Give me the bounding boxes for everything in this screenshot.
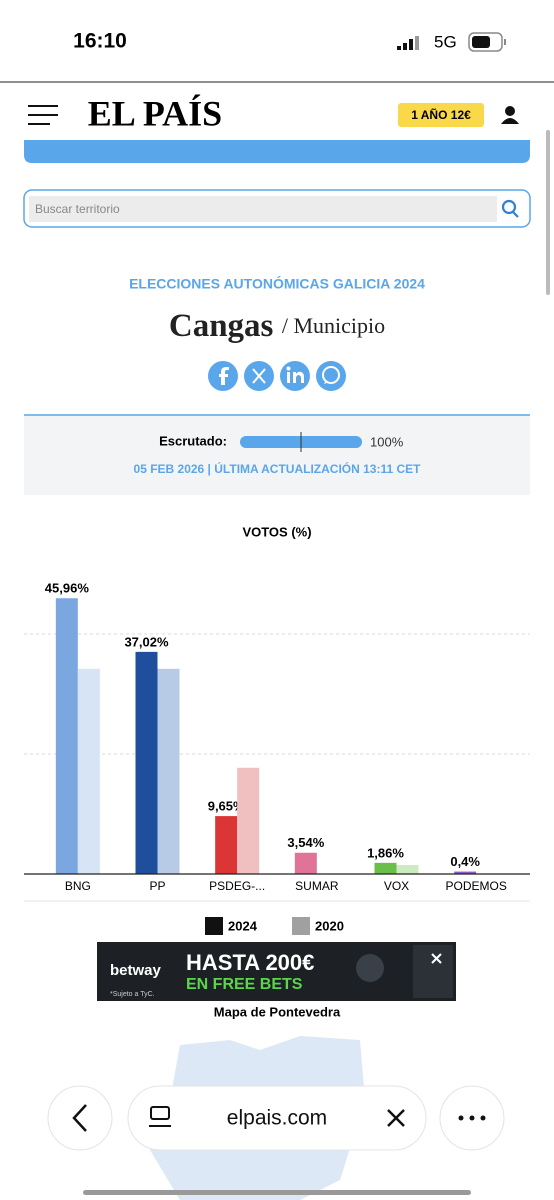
- election-kicker: ELECCIONES AUTONÓMICAS GALICIA 2024: [129, 275, 425, 292]
- election-heading: Cangas / Municipio: [169, 308, 385, 344]
- legend-label: 2024: [228, 918, 258, 933]
- map-title: Mapa de Pontevedra: [214, 1004, 341, 1019]
- ad-subline: EN FREE BETS: [186, 976, 303, 993]
- url[interactable]: elpais.com: [227, 1107, 327, 1130]
- menu-button[interactable]: [28, 105, 58, 125]
- x-tick-label: PP: [149, 879, 165, 893]
- ad-banner[interactable]: [97, 942, 456, 1001]
- x-tick-label: SUMAR: [295, 879, 339, 893]
- ad-illustration: [413, 945, 453, 998]
- bar: [294, 852, 317, 874]
- bar: [77, 668, 100, 874]
- data-label: 3,54%: [287, 835, 324, 850]
- x-tick-label: VOX: [384, 879, 409, 893]
- search-icon[interactable]: [501, 199, 519, 218]
- search-placeholder: Buscar territorio: [35, 202, 120, 216]
- legend: 2024 2020: [205, 917, 344, 935]
- x-tick-label: BNG: [65, 879, 91, 893]
- legend-swatch: [205, 917, 223, 935]
- level: / Municipio: [282, 313, 385, 338]
- x-tick-label: PODEMOS: [445, 879, 506, 893]
- network: 5G: [434, 32, 457, 51]
- share-buttons: [208, 361, 346, 391]
- ad-headline: HASTA 200€: [186, 950, 314, 975]
- signal-icon: [397, 36, 419, 50]
- bar: [215, 816, 238, 874]
- reader-icon[interactable]: [149, 1106, 171, 1127]
- account-icon[interactable]: [501, 106, 519, 124]
- browser-toolbar: elpais.com: [47, 1085, 505, 1151]
- scrutiny-label: Escrutado:: [159, 433, 227, 448]
- back-icon: [72, 1104, 87, 1132]
- clock: 16:10: [73, 30, 127, 53]
- close-tab[interactable]: [387, 1109, 405, 1127]
- logo[interactable]: EL PAÍS: [88, 93, 222, 133]
- legend-swatch: [292, 917, 310, 935]
- bar: [55, 598, 78, 874]
- bar: [237, 767, 260, 874]
- back-button[interactable]: [47, 1085, 113, 1151]
- bar: [396, 865, 419, 874]
- bar: [374, 862, 397, 874]
- bar: [157, 668, 180, 874]
- ad-brand: betway: [110, 962, 162, 979]
- ad-close[interactable]: [431, 953, 442, 964]
- x-tick-label: PSDEG-...: [209, 879, 265, 893]
- bar: [454, 871, 477, 874]
- home-indicator: [83, 1190, 471, 1195]
- chart: 45,96% BNG 37,02% PP 9,65% PSDEG-... 3,54% SUMA…: [24, 581, 530, 893]
- subscribe-label[interactable]: 1 AÑO 12€: [411, 107, 471, 122]
- data-label: 9,65%: [208, 799, 245, 814]
- search-input[interactable]: [29, 196, 497, 222]
- bar: [135, 651, 158, 874]
- scrollbar: [546, 130, 550, 295]
- progress-label: 100%: [370, 434, 404, 449]
- data-label: 45,96%: [45, 581, 90, 596]
- scrutiny-panel: [24, 415, 530, 495]
- data-label: 0,4%: [450, 854, 480, 869]
- share-whatsapp[interactable]: [316, 361, 346, 391]
- place: Cangas: [169, 308, 274, 344]
- share-glyphs: [219, 366, 340, 385]
- data-label: 37,02%: [124, 634, 169, 649]
- battery-icon: [468, 32, 506, 52]
- legend-label: 2020: [315, 918, 344, 933]
- subscribe-button[interactable]: [398, 103, 484, 127]
- address-bar[interactable]: [127, 1085, 427, 1151]
- update-time: 05 FEB 2026 | ÚLTIMA ACTUALIZACIÓN 13:11…: [134, 461, 422, 476]
- chart-title: VOTOS (%): [242, 524, 311, 539]
- selector-banner[interactable]: [24, 140, 530, 163]
- data-label: 1,86%: [367, 845, 404, 860]
- more-icon: [458, 1115, 486, 1121]
- ad-illustration: [356, 954, 384, 982]
- ad-fine-print: *Sujeto a TyC.: [110, 991, 155, 998]
